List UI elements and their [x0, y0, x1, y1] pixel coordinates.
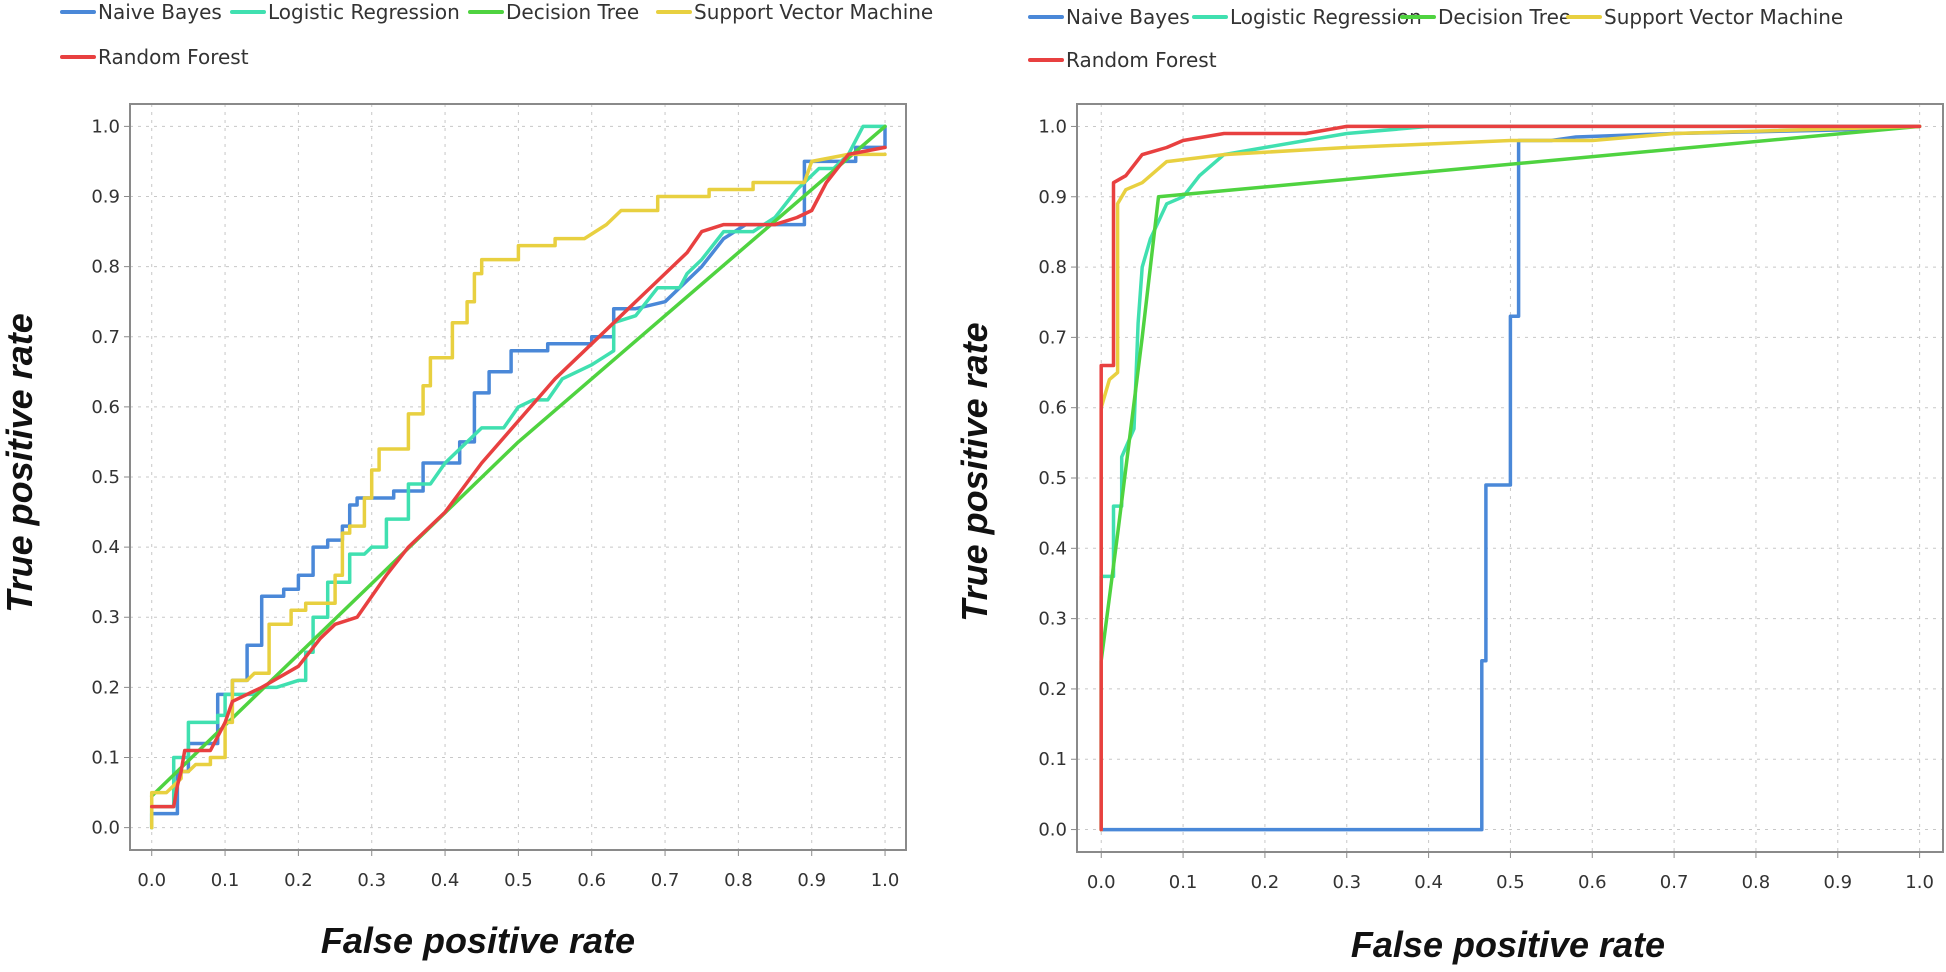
x-tick-label: 0.3 [1332, 872, 1361, 893]
x-tick-label: 0.1 [211, 870, 240, 891]
legend-label: Naive Bayes [98, 0, 222, 24]
y-axis-title-right: True positive rate [954, 322, 995, 621]
x-tick-label: 0.4 [431, 870, 460, 891]
x-tick-label: 0.8 [724, 870, 753, 891]
x-axis-title-left: False positive rate [321, 920, 635, 961]
legend-label: Logistic Regression [268, 0, 460, 24]
series-line-random-forest [1099, 124, 1922, 832]
y-tick-label: 0.4 [1038, 538, 1067, 559]
y-tick-label: 0.4 [91, 537, 120, 558]
y-tick-label: 0.1 [91, 747, 120, 768]
x-tick-label: 0.9 [797, 870, 826, 891]
x-tick-label: 0.9 [1823, 872, 1852, 893]
plot-frame-left [129, 103, 907, 851]
series-left [149, 124, 887, 830]
y-tick-label: 0.7 [91, 327, 120, 348]
series-line-logistic-regression [149, 124, 887, 830]
y-tick-label: 0.0 [1038, 820, 1067, 841]
x-tick-label: 0.4 [1414, 872, 1443, 893]
x-tick-label: 0.6 [1578, 872, 1607, 893]
series-line-random-forest [149, 145, 887, 809]
x-tick-label: 0.5 [504, 870, 533, 891]
legend-right: Naive Bayes Logistic Regression Decision T… [1028, 5, 1843, 72]
y-tick-label: 0.8 [91, 257, 120, 278]
y-axis-title-left: True positive rate [0, 313, 40, 612]
y-tick-label: 0.1 [1038, 749, 1067, 770]
y-tick-label: 0.8 [1038, 257, 1067, 278]
x-tick-label: 0.6 [577, 870, 606, 891]
legend-label: Naive Bayes [1066, 5, 1190, 29]
legend-label: Decision Tree [506, 0, 639, 24]
legend-label: Random Forest [1066, 48, 1217, 72]
y-tick-label: 1.0 [91, 116, 120, 137]
plot-frame-right [1076, 103, 1944, 853]
x-tick-label: 0.5 [1496, 872, 1525, 893]
series-line-logistic-regression [1099, 124, 1922, 832]
y-tick-label: 0.6 [91, 397, 120, 418]
y-tick-label: 0.9 [91, 187, 120, 208]
x-tick-label: 0.8 [1742, 872, 1771, 893]
legend-label: Random Forest [98, 45, 249, 69]
y-axis-ticks-right: 0.0 0.1 0.2 0.3 0.4 0.5 0.6 0.7 0.8 0.9 1.0 [1038, 116, 1077, 841]
x-tick-label: 0.7 [1660, 872, 1689, 893]
y-tick-label: 0.5 [1038, 468, 1067, 489]
roc-chart-left: Naive Bayes Logistic Regression Decision T… [0, 0, 933, 961]
series-right [1099, 124, 1922, 832]
y-tick-label: 0.9 [1038, 187, 1067, 208]
x-axis-ticks-left: 0.0 0.1 0.2 0.3 0.4 0.5 0.6 0.7 0.8 0.9 1.0 [137, 850, 899, 891]
y-tick-label: 0.7 [1038, 327, 1067, 348]
x-tick-label: 0.0 [137, 870, 166, 891]
x-tick-label: 0.7 [651, 870, 680, 891]
y-tick-label: 0.2 [1038, 679, 1067, 700]
y-tick-label: 0.5 [91, 467, 120, 488]
y-tick-label: 1.0 [1038, 116, 1067, 137]
y-tick-label: 0.3 [1038, 609, 1067, 630]
x-tick-label: 0.2 [1251, 872, 1280, 893]
legend-left: Naive Bayes Logistic Regression Decision T… [60, 0, 933, 69]
x-axis-title-right: False positive rate [1351, 924, 1665, 965]
series-line-support-vector-machine [1099, 124, 1922, 832]
legend-label: Logistic Regression [1230, 5, 1422, 29]
roc-chart-right: Naive Bayes Logistic Regression Decision T… [954, 5, 1944, 965]
x-tick-label: 0.1 [1169, 872, 1198, 893]
y-tick-label: 0.2 [91, 677, 120, 698]
series-line-support-vector-machine [149, 152, 887, 830]
y-tick-label: 0.6 [1038, 398, 1067, 419]
legend-label: Decision Tree [1438, 5, 1571, 29]
x-tick-label: 1.0 [871, 870, 900, 891]
y-axis-ticks-left: 0.0 0.1 0.2 0.3 0.4 0.5 0.6 0.7 0.8 0.9 1.0 [91, 116, 130, 839]
x-tick-label: 0.3 [357, 870, 386, 891]
legend-label: Support Vector Machine [1604, 5, 1843, 29]
y-tick-label: 0.0 [91, 818, 120, 839]
x-tick-label: 0.0 [1087, 872, 1116, 893]
x-tick-label: 1.0 [1905, 872, 1934, 893]
series-line-decision-tree [149, 124, 887, 798]
x-tick-label: 0.2 [284, 870, 313, 891]
x-axis-ticks-right: 0.0 0.1 0.2 0.3 0.4 0.5 0.6 0.7 0.8 0.9 1.0 [1087, 852, 1934, 893]
legend-label: Support Vector Machine [694, 0, 933, 24]
y-tick-label: 0.3 [91, 607, 120, 628]
